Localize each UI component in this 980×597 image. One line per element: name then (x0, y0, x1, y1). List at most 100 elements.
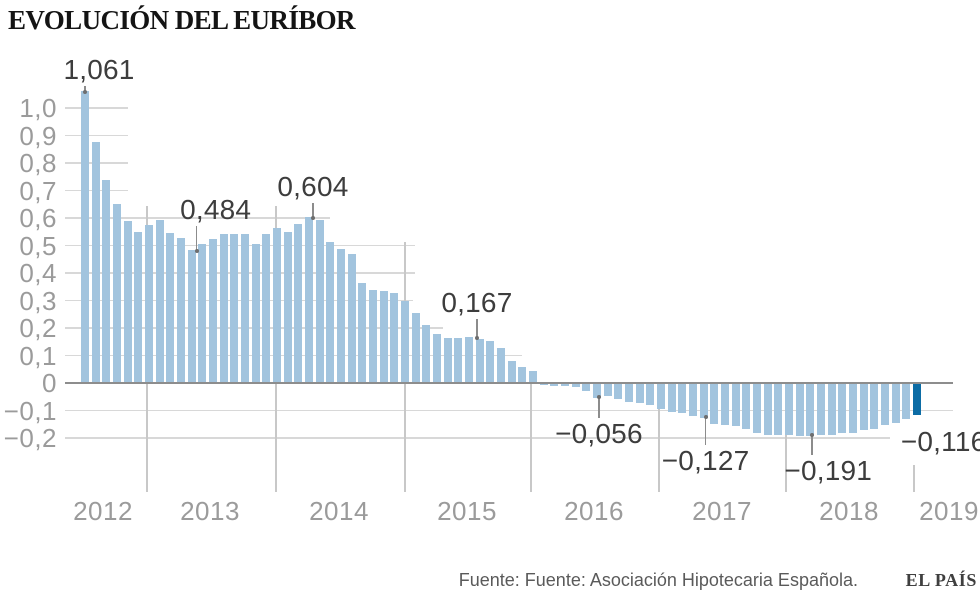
bar-2014-01 (273, 228, 281, 383)
bar-2017-03 (678, 383, 687, 414)
annotation-label-1,061: 1,061 (63, 54, 135, 86)
y-tick-label: 0,7 (19, 175, 57, 206)
gridline-0,1 (65, 354, 522, 357)
bar-2017-07 (720, 383, 729, 426)
x-tick-label-2015: 2015 (437, 496, 497, 526)
bar-2017-04 (688, 383, 697, 416)
bar-2017-01 (656, 383, 665, 410)
annotation-dot (310, 215, 315, 220)
year-tick-line (785, 383, 787, 492)
annotation-dot (596, 395, 601, 400)
gridline-0,5 (65, 244, 415, 247)
bar-2012-11 (123, 221, 132, 383)
annotation-pointer (476, 319, 478, 340)
bar-2013-03 (166, 233, 175, 383)
bar-2017-09 (742, 383, 751, 430)
annotation-label-−0,191: −0,191 (784, 454, 873, 486)
bar-2015-12 (518, 366, 527, 383)
bar-2014-07 (337, 248, 345, 383)
x-tick-label-2012: 2012 (73, 496, 133, 526)
gridline-−0,2 (65, 437, 890, 439)
y-tick-label: 0,2 (19, 313, 57, 343)
bar-2014-03 (294, 224, 303, 383)
bar-2018-12 (902, 383, 911, 419)
bar-2013-04 (177, 237, 185, 383)
bar-2013-05 (187, 249, 196, 383)
brand-logo: EL PAÍS (905, 570, 977, 590)
year-tick-line (530, 383, 532, 492)
bar-2017-05 (699, 383, 708, 418)
bar-2013-10 (241, 234, 249, 383)
bar-2018-02 (795, 383, 804, 436)
gridline-1,0 (65, 107, 128, 109)
bar-2015-04 (432, 333, 441, 383)
bar-2016-03 (550, 383, 559, 387)
gridline-−0,1 (65, 409, 953, 412)
source-note: Fuente: Fuente: Asociación Hipotecaria E… (458, 570, 858, 590)
annotation-pointer (811, 433, 813, 455)
bar-2016-01 (528, 371, 537, 383)
bar-2014-12 (390, 292, 399, 383)
annotation-dot (703, 414, 708, 419)
bar-2014-08 (347, 254, 356, 383)
x-tick-label-2016: 2016 (564, 496, 624, 526)
bar-2012-07 (81, 91, 89, 383)
bar-2018-09 (870, 383, 879, 429)
y-tick-label: 0,8 (19, 148, 57, 178)
bar-2013-07 (209, 238, 217, 383)
bar-2012-12 (134, 232, 143, 383)
annotation-pointer (704, 415, 707, 445)
bar-2018-03 (806, 383, 815, 436)
bar-2015-01 (400, 301, 409, 384)
annotation-label-−0,127: −0,127 (661, 444, 750, 476)
gridline-0,6 (65, 217, 330, 219)
bar-2014-05 (315, 220, 324, 383)
y-tick-label: 0,1 (19, 340, 57, 371)
bar-2015-02 (411, 312, 420, 383)
bar-2016-10 (624, 383, 633, 402)
bar-2014-11 (379, 290, 388, 383)
y-tick-label: 0,5 (19, 230, 57, 261)
bar-2016-05 (571, 383, 580, 387)
bar-2016-07 (592, 383, 601, 399)
annotation-label-−0,116: −0,116 (900, 425, 980, 457)
bar-2017-02 (667, 383, 676, 413)
bar-2014-06 (326, 241, 335, 383)
x-tick-label-2013: 2013 (180, 496, 240, 526)
bar-2017-12 (774, 383, 783, 436)
bar-2018-04 (816, 383, 825, 436)
bar-2013-08 (219, 233, 228, 383)
bar-2016-12 (646, 383, 655, 405)
bar-2018-08 (859, 383, 868, 430)
bar-2015-09 (486, 340, 495, 383)
bar-2018-01 (784, 383, 793, 435)
chart-title: EVOLUCIÓN DEL EURÍBOR (8, 5, 356, 35)
x-tick-label-2018: 2018 (819, 496, 879, 526)
y-tick-label: −0,2 (3, 423, 57, 453)
annotation-label-0,604: 0,604 (277, 170, 349, 202)
bar-2013-06 (198, 243, 207, 383)
annotation-dot (83, 90, 87, 95)
x-axis-line (65, 382, 953, 384)
bar-2015-06 (454, 338, 463, 383)
bar-2015-07 (464, 337, 473, 383)
bar-2014-04 (305, 216, 313, 383)
annotation-dot (474, 336, 479, 341)
bar-2016-11 (635, 383, 644, 404)
bar-2012-08 (91, 141, 100, 383)
bar-2014-09 (358, 283, 367, 383)
bar-2015-03 (422, 324, 431, 383)
gridline-0,9 (65, 134, 128, 137)
bar-2013-01 (145, 224, 153, 383)
bar-2015-05 (443, 337, 452, 383)
bar-2016-08 (603, 383, 612, 397)
bar-2016-04 (560, 383, 569, 386)
bar-2013-12 (262, 233, 271, 383)
annotation-pointer (195, 225, 198, 252)
bar-2017-11 (763, 383, 772, 435)
bar-2015-08 (475, 338, 484, 383)
bar-2014-10 (369, 290, 377, 384)
bar-2015-10 (496, 347, 505, 383)
bar-2015-11 (507, 361, 516, 383)
